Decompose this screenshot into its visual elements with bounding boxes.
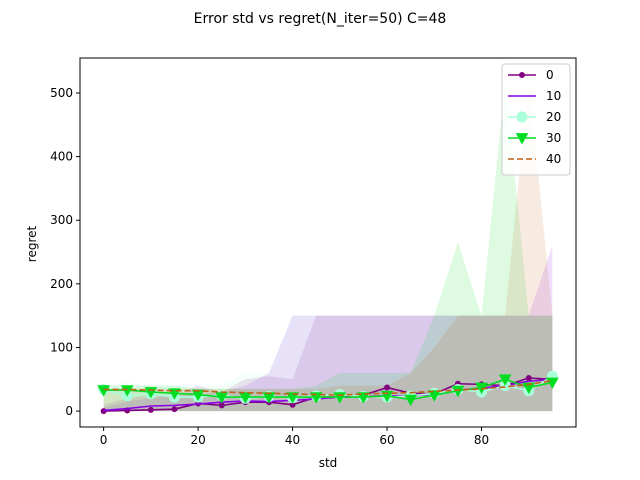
point-series-30 xyxy=(286,392,299,404)
line-series-40 xyxy=(103,379,553,396)
band-series-20 xyxy=(103,315,553,412)
point-series-30 xyxy=(357,392,370,404)
point-series-0 xyxy=(171,406,178,413)
legend: 0 10 20 30 40 xyxy=(501,63,571,176)
y-tick-label: 300 xyxy=(50,213,73,227)
point-series-30 xyxy=(404,394,418,407)
x-tick-label: 40 xyxy=(285,433,300,447)
y-tick-label: 0 xyxy=(65,404,73,418)
x-axis-label: std xyxy=(319,456,338,470)
y-tick-label: 400 xyxy=(50,150,73,164)
legend-box xyxy=(501,63,571,176)
point-series-30 xyxy=(522,382,536,395)
legend-label-30: 30 xyxy=(546,131,561,145)
x-tick-label: 80 xyxy=(474,433,489,447)
x-tick-label: 20 xyxy=(190,433,205,447)
y-tick-label: 200 xyxy=(50,277,73,291)
point-series-0 xyxy=(384,384,391,391)
legend-label-40: 40 xyxy=(546,152,561,166)
confidence-bands xyxy=(103,80,553,412)
point-series-30 xyxy=(498,374,512,386)
y-tick-label: 500 xyxy=(50,86,73,100)
legend-marker-20 xyxy=(516,111,528,123)
band-series-0 xyxy=(103,315,553,412)
y-tick-label: 100 xyxy=(50,340,73,354)
series-lines xyxy=(97,370,559,415)
point-series-0 xyxy=(147,406,154,413)
legend-marker-0 xyxy=(519,72,525,78)
legend-marker-30 xyxy=(515,133,529,145)
plot-frame xyxy=(79,57,577,428)
x-tick-label: 60 xyxy=(379,433,394,447)
x-tick-label: 0 xyxy=(100,433,108,447)
y-axis-label: regret xyxy=(25,225,39,262)
legend-label-20: 20 xyxy=(546,110,561,124)
band-series-10 xyxy=(103,245,553,412)
point-series-30 xyxy=(238,392,252,404)
point-series-30 xyxy=(97,385,110,397)
legend-label-10: 10 xyxy=(546,89,561,103)
legend-label-0: 0 xyxy=(546,68,554,82)
point-series-30 xyxy=(427,390,441,402)
band-series-30 xyxy=(103,80,553,412)
line-series-30 xyxy=(103,378,553,401)
point-series-0 xyxy=(525,375,532,382)
point-series-30 xyxy=(120,385,134,397)
point-series-30 xyxy=(451,385,465,398)
chart-title: Error std vs regret(N_iter=50) C=48 xyxy=(194,11,447,27)
